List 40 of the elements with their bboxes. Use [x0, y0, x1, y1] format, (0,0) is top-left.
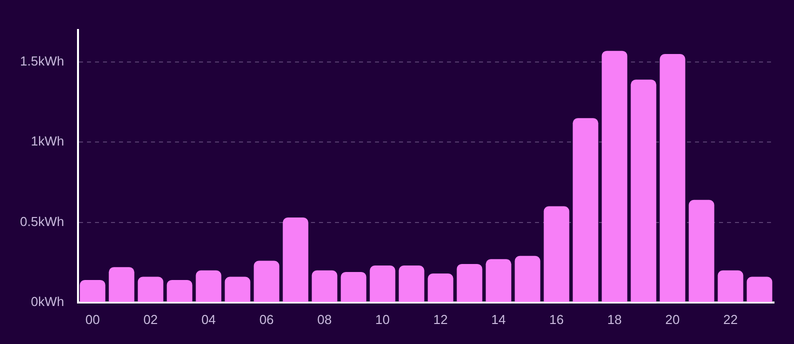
bar [312, 270, 338, 302]
bar [630, 80, 656, 302]
x-tick-label: 16 [549, 312, 564, 327]
bar [746, 276, 772, 302]
x-tick-label: 02 [143, 312, 158, 327]
bar [108, 267, 134, 302]
x-tick-label: 20 [665, 312, 680, 327]
y-tick-label: 1.5kWh [20, 54, 64, 69]
x-tick-label: 12 [433, 312, 448, 327]
bar [514, 256, 540, 302]
bar [370, 266, 396, 302]
x-tick-label: 06 [259, 312, 274, 327]
bar [428, 274, 454, 302]
x-tick-label: 14 [491, 312, 506, 327]
bar [138, 276, 164, 302]
bar [398, 266, 424, 302]
bar [544, 206, 570, 302]
bar [572, 118, 598, 302]
x-tick-label: 00 [85, 312, 100, 327]
y-tick-label: 0.5kWh [20, 214, 64, 229]
bar [254, 260, 280, 302]
bar [688, 200, 714, 302]
x-tick-label: 18 [607, 312, 622, 327]
y-tick-label: 1kWh [30, 134, 64, 149]
x-tick-label: 10 [375, 312, 390, 327]
bar [456, 264, 482, 302]
bar [718, 270, 744, 302]
bar [80, 280, 106, 302]
bar [166, 280, 192, 302]
bar [196, 270, 222, 302]
bar [340, 272, 366, 302]
bar [486, 259, 512, 302]
x-tick-label: 08 [317, 312, 332, 327]
x-tick-label: 22 [723, 312, 738, 327]
x-tick-label: 04 [201, 312, 216, 327]
bar [282, 217, 308, 302]
bar [602, 50, 628, 302]
y-tick-label: 0kWh [30, 294, 64, 309]
bar [224, 276, 250, 302]
bar [660, 54, 686, 302]
